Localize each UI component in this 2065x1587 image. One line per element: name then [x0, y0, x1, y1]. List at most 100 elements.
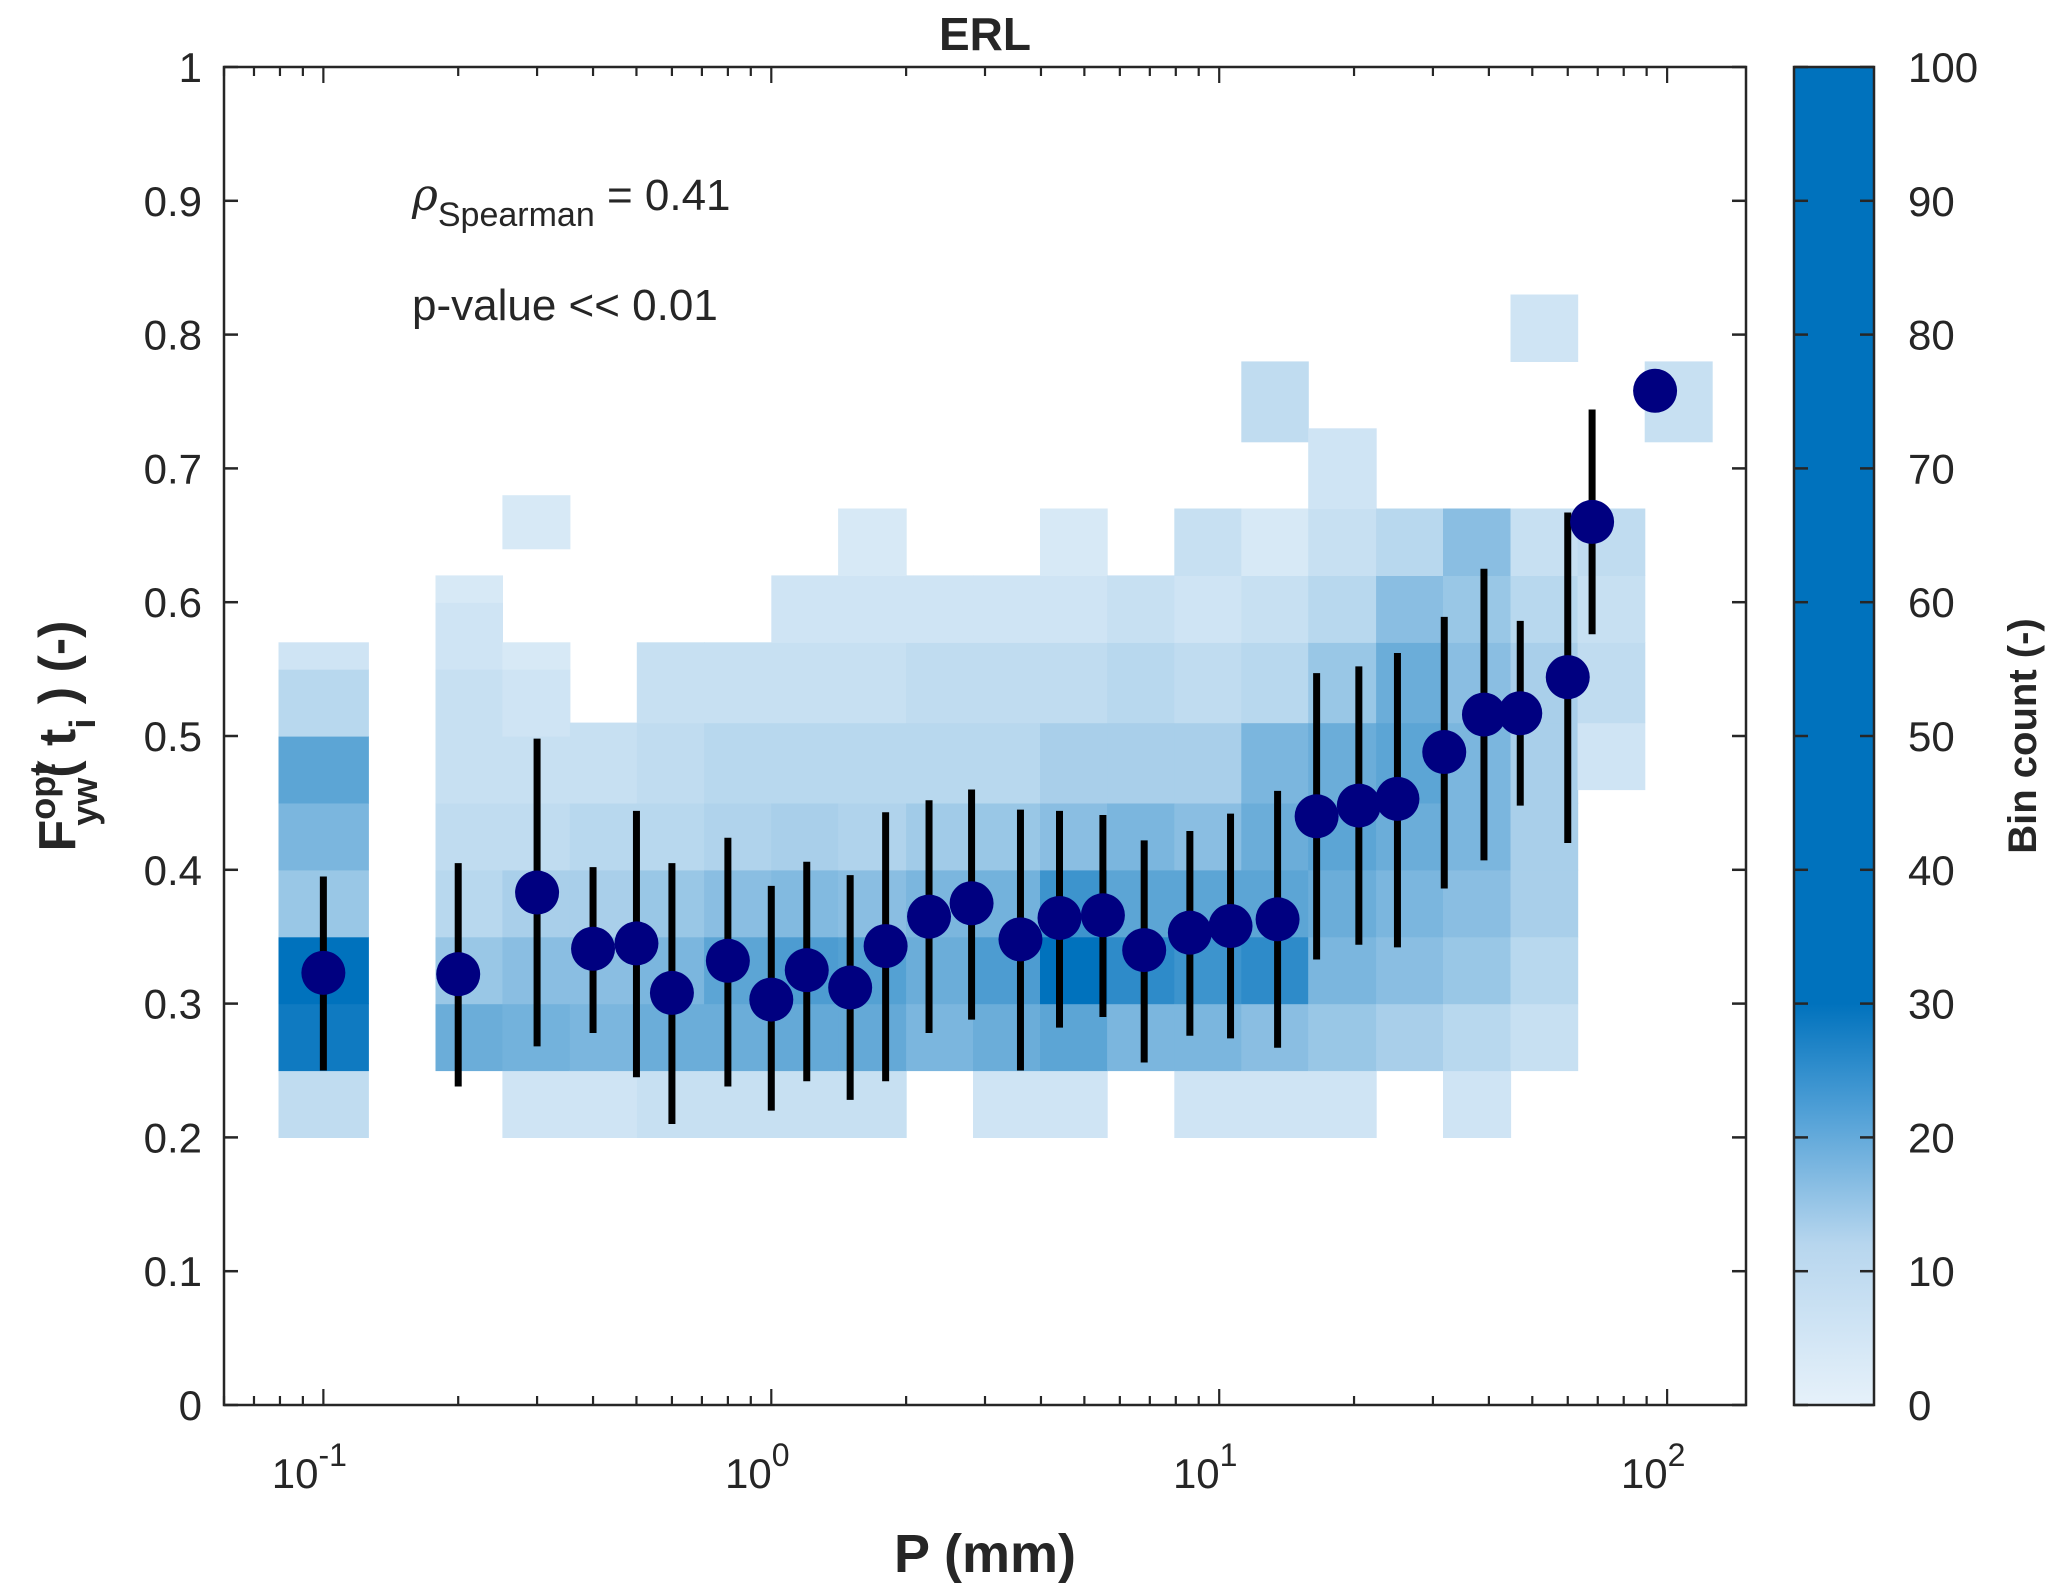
data-point	[998, 917, 1043, 962]
heatmap-cell	[906, 1003, 974, 1072]
heatmap-cell	[704, 642, 772, 724]
heatmap-cell	[435, 1003, 503, 1072]
heatmap-cell	[502, 495, 571, 550]
heatmap-cell	[1107, 722, 1175, 804]
heatmap-cell	[838, 722, 907, 804]
heatmap-cell	[1040, 802, 1108, 871]
heatmap-cell	[973, 1003, 1041, 1072]
colorbar-tick-label: 80	[1908, 312, 1955, 359]
heatmap-cell	[973, 642, 1041, 724]
data-point	[515, 870, 560, 915]
heatmap-cell	[906, 642, 974, 724]
data-point	[1037, 895, 1082, 940]
pvalue-annotation: p-value << 0.01	[412, 281, 718, 330]
x-axis-label: P (mm)	[894, 1524, 1076, 1584]
heatmap-cell	[502, 642, 571, 670]
heatmap-cell	[569, 1070, 638, 1138]
heatmap-cell	[906, 936, 974, 1005]
heatmap-cell	[1241, 575, 1309, 643]
heatmap-cell	[704, 802, 772, 871]
heatmap-cell	[569, 722, 638, 804]
heatmap-cell	[435, 669, 503, 737]
data-point	[1167, 910, 1212, 955]
data-point	[1570, 499, 1615, 544]
heatmap-cell	[1443, 575, 1512, 643]
heatmap-cell	[704, 722, 772, 804]
data-point	[301, 950, 346, 995]
heatmap-cell	[1040, 1003, 1108, 1072]
y-tick-label: 0.1	[144, 1248, 202, 1295]
heatmap-cell	[1376, 508, 1444, 576]
heatmap-cell	[973, 722, 1041, 804]
data-point	[1122, 928, 1167, 973]
heatmap-cell	[435, 602, 503, 670]
data-point	[1208, 903, 1253, 948]
colorbar-tick-label: 60	[1908, 579, 1955, 626]
y-tick-label: 0.6	[144, 579, 202, 626]
y-tick-label: 0.5	[144, 713, 202, 760]
heatmap-cell	[973, 802, 1041, 871]
heatmap-cell	[838, 575, 907, 643]
data-point	[1545, 655, 1590, 700]
heatmap-cell	[502, 1070, 571, 1138]
data-point	[1375, 776, 1420, 821]
data-point	[863, 924, 908, 969]
heatmap-cell	[1174, 642, 1242, 724]
colorbar-tick-label: 30	[1908, 981, 1955, 1028]
spearman-annotation: ρSpearman = 0.41	[411, 170, 731, 234]
data-point	[1422, 730, 1467, 775]
heatmap-cell	[435, 869, 503, 938]
heatmap-cell	[704, 1070, 772, 1138]
heatmap-cell	[278, 669, 369, 737]
colorbar-ticks: 0 10 20 30 40 50 60 70 80 90 100	[1794, 44, 1978, 1429]
heatmap-cell	[1107, 575, 1175, 643]
heatmap-cell	[1443, 802, 1512, 871]
x-tick-label: 10-1	[272, 1437, 347, 1497]
data-point	[907, 894, 952, 939]
data-point	[1461, 692, 1506, 737]
heatmap-cell	[771, 642, 839, 724]
x-axis: 10-1 100 101 102	[222, 67, 1685, 1497]
heatmap-cell	[1443, 869, 1512, 938]
heatmap-cell	[1376, 642, 1444, 724]
heatmap-cell	[1040, 642, 1108, 724]
colorbar-tick-label: 100	[1908, 44, 1978, 91]
data-point	[571, 926, 616, 971]
heatmap-cell	[1107, 642, 1175, 724]
heatmap-cell	[906, 802, 974, 871]
y-tick-label: 0.8	[144, 312, 202, 359]
heatmap-cell	[1376, 869, 1444, 938]
colorbar-tick-label: 10	[1908, 1248, 1955, 1295]
heatmap-cell	[435, 736, 503, 804]
y-tick-label: 0.9	[144, 178, 202, 225]
heatmap-cell	[906, 575, 974, 643]
x-tick-label: 100	[725, 1437, 790, 1497]
data-point	[949, 881, 994, 926]
data-point	[1498, 691, 1543, 736]
colorbar-tick-label: 0	[1908, 1382, 1931, 1429]
heatmap-cell	[973, 1070, 1041, 1138]
heatmap-cell	[1040, 1070, 1108, 1138]
heatmap-cell	[838, 802, 907, 871]
data-point	[784, 948, 829, 993]
data-point	[436, 952, 481, 997]
heatmap-cell	[636, 642, 705, 724]
y-tick-label: 1	[179, 44, 202, 91]
data-point	[749, 977, 794, 1022]
svg-text:Foptyw( ti ) (-): Foptyw( ti ) (-)	[22, 620, 105, 851]
colorbar-tick-label: 40	[1908, 847, 1955, 894]
heatmap-cell	[1376, 936, 1444, 1005]
y-tick-label: 0.2	[144, 1114, 202, 1161]
heatmap-cell	[1308, 1003, 1377, 1072]
heatmap-cell	[1443, 508, 1512, 576]
heatmap-cell	[1443, 1070, 1512, 1138]
y-axis-label: Foptyw( ti ) (-)	[22, 620, 105, 851]
data-points	[301, 368, 1678, 1022]
heatmap-cell	[1040, 575, 1108, 643]
heatmap-cell	[278, 736, 369, 804]
data-point	[649, 970, 694, 1015]
y-tick-label: 0.4	[144, 847, 202, 894]
heatmap-cell	[771, 575, 839, 643]
data-point	[614, 921, 659, 966]
